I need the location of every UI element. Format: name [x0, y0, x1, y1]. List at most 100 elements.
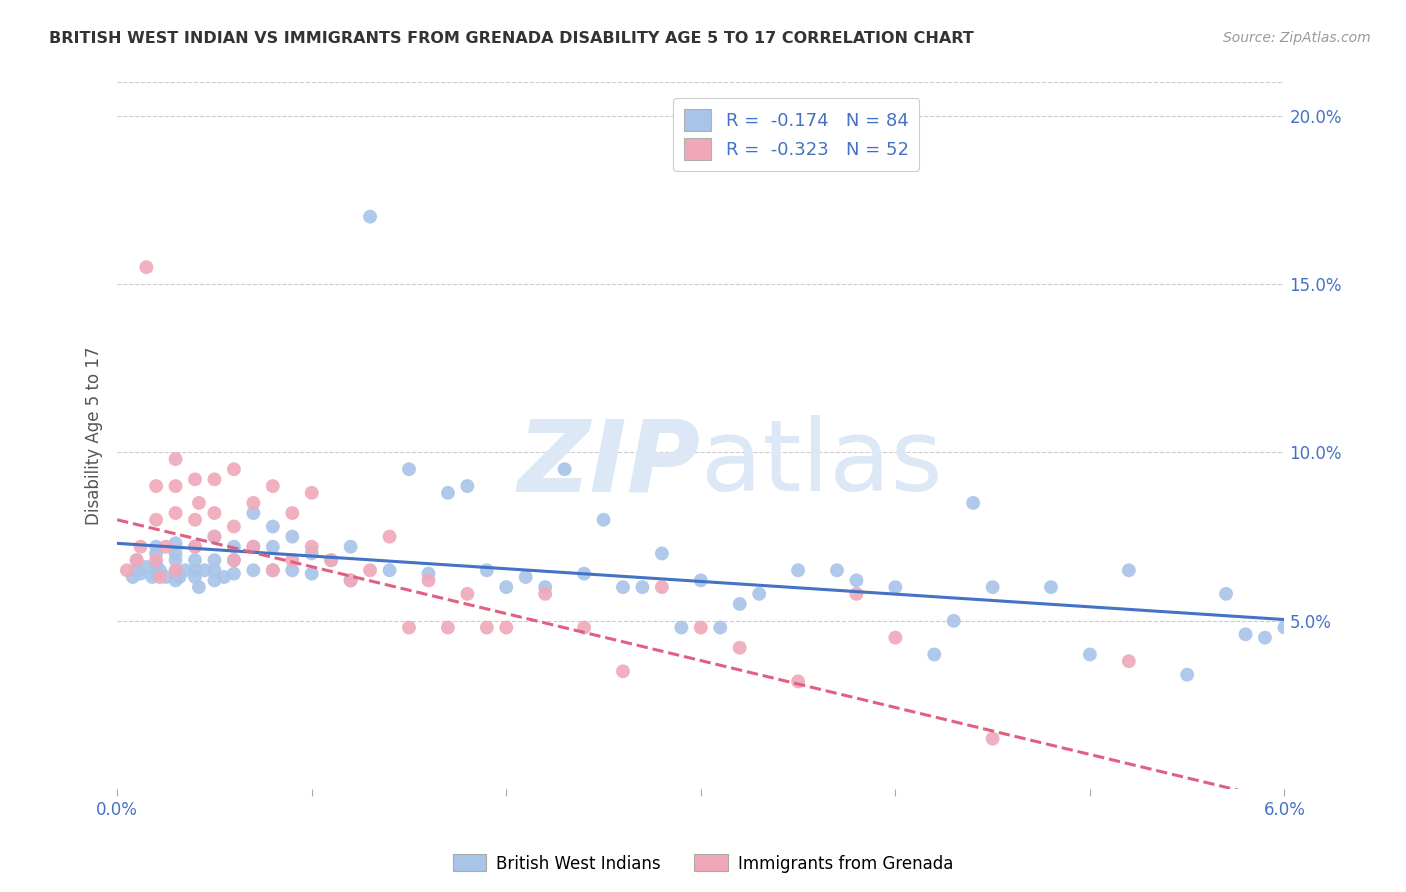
Point [728, 640, 751, 655]
Point [437, 485, 460, 500]
Point [115, 563, 138, 577]
Point [981, 580, 1004, 594]
Point [495, 580, 517, 594]
Point [787, 674, 810, 689]
Point [222, 519, 245, 533]
Point [222, 462, 245, 476]
Point [922, 648, 945, 662]
Point [1274, 621, 1296, 635]
Point [262, 519, 284, 533]
Point [242, 540, 264, 554]
Point [592, 513, 614, 527]
Point [281, 506, 304, 520]
Point [204, 506, 226, 520]
Point [418, 574, 440, 588]
Point [631, 580, 654, 594]
Point [339, 574, 361, 588]
Point [942, 614, 965, 628]
Point [125, 553, 148, 567]
Point [165, 563, 187, 577]
Point [1039, 580, 1062, 594]
Point [204, 553, 226, 567]
Point [204, 563, 226, 577]
Text: atlas: atlas [700, 416, 942, 512]
Point [145, 566, 167, 581]
Point [398, 621, 420, 635]
Point [194, 563, 217, 577]
Point [149, 563, 172, 577]
Point [281, 553, 304, 567]
Point [135, 260, 157, 274]
Point [165, 566, 187, 581]
Point [437, 621, 460, 635]
Point [1118, 654, 1140, 668]
Point [728, 597, 751, 611]
Point [534, 580, 557, 594]
Point [262, 540, 284, 554]
Point [187, 496, 209, 510]
Point [165, 553, 187, 567]
Point [184, 513, 207, 527]
Point [204, 530, 226, 544]
Point [456, 587, 478, 601]
Point [129, 540, 152, 554]
Point [184, 472, 207, 486]
Point [825, 563, 848, 577]
Point [145, 557, 167, 571]
Point [709, 621, 731, 635]
Point [165, 574, 187, 588]
Point [165, 546, 187, 560]
Point [145, 479, 167, 493]
Point [165, 479, 187, 493]
Text: BRITISH WEST INDIAN VS IMMIGRANTS FROM GRENADA DISABILITY AGE 5 TO 17 CORRELATIO: BRITISH WEST INDIAN VS IMMIGRANTS FROM G… [49, 31, 974, 46]
Point [339, 540, 361, 554]
Point [262, 479, 284, 493]
Point [572, 621, 595, 635]
Point [174, 563, 197, 577]
Point [242, 540, 264, 554]
Point [456, 479, 478, 493]
Point [787, 563, 810, 577]
Point [1254, 631, 1277, 645]
Point [184, 553, 207, 567]
Point [534, 587, 557, 601]
Point [129, 566, 152, 581]
Text: Source: ZipAtlas.com: Source: ZipAtlas.com [1223, 31, 1371, 45]
Point [671, 621, 693, 635]
Y-axis label: Disability Age 5 to 17: Disability Age 5 to 17 [86, 346, 103, 524]
Point [321, 553, 343, 567]
Point [475, 621, 498, 635]
Point [145, 513, 167, 527]
Point [184, 563, 207, 577]
Point [301, 540, 323, 554]
Text: ZIP: ZIP [517, 416, 700, 512]
Point [204, 472, 226, 486]
Point [1292, 631, 1315, 645]
Point [301, 485, 323, 500]
Point [359, 210, 381, 224]
Point [135, 560, 157, 574]
Point [121, 570, 143, 584]
Point [845, 587, 868, 601]
Point [378, 563, 401, 577]
Point [301, 566, 323, 581]
Point [242, 506, 264, 520]
Point [169, 570, 191, 584]
Point [321, 553, 343, 567]
Point [612, 580, 634, 594]
Point [204, 574, 226, 588]
Point [155, 540, 177, 554]
Point [1234, 627, 1257, 641]
Point [165, 452, 187, 467]
Point [281, 530, 304, 544]
Point [222, 566, 245, 581]
Point [495, 621, 517, 635]
Point [281, 563, 304, 577]
Point [165, 506, 187, 520]
Point [418, 566, 440, 581]
Point [689, 621, 711, 635]
Point [572, 566, 595, 581]
Point [145, 553, 167, 567]
Point [184, 540, 207, 554]
Point [184, 540, 207, 554]
